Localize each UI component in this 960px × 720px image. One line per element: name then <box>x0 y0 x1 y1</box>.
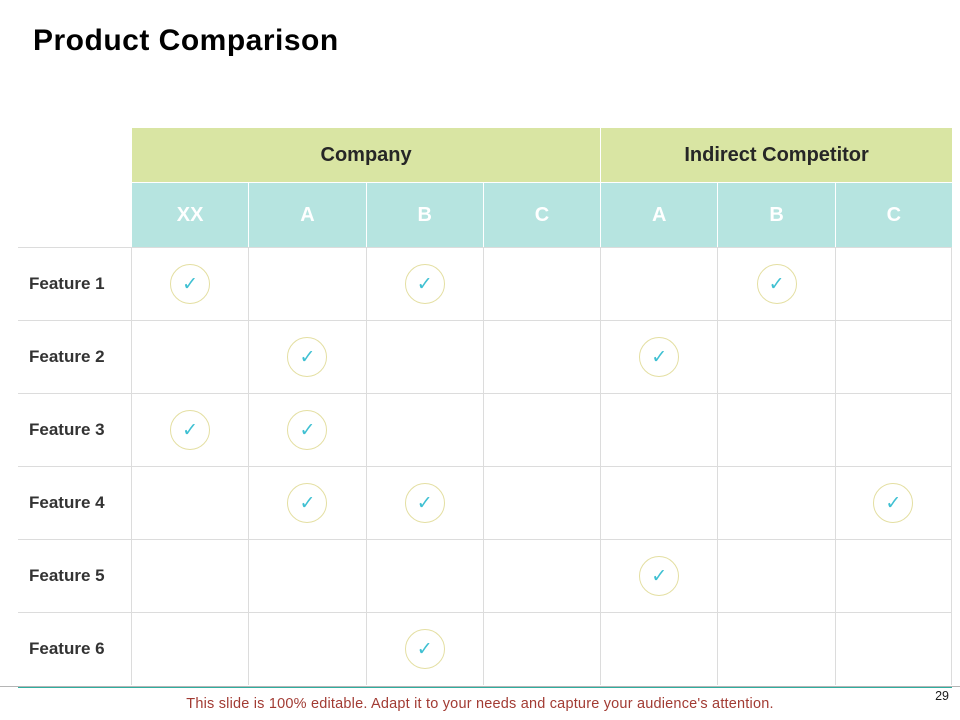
comparison-table-grid: Company Indirect Competitor XX A B C A B C Feat… <box>18 128 952 685</box>
column-header: A <box>248 182 366 247</box>
empty-cell <box>131 612 249 685</box>
table-row: Feature 5 ✓ <box>18 539 952 612</box>
group-header-company: Company <box>131 128 601 182</box>
check-icon: ✓ <box>639 337 680 377</box>
check-icon: ✓ <box>287 337 328 377</box>
check-cell: ✓ <box>365 612 483 685</box>
check-cell: ✓ <box>131 247 249 320</box>
empty-cell <box>482 539 601 612</box>
empty-cell <box>248 247 366 320</box>
check-icon: ✓ <box>170 264 211 304</box>
empty-cell <box>131 539 249 612</box>
column-header: C <box>834 182 952 247</box>
table-row: Feature 6 ✓ <box>18 612 952 685</box>
column-header: C <box>482 182 601 247</box>
table-row: Feature 4 ✓ ✓ ✓ <box>18 466 952 539</box>
check-cell: ✓ <box>834 466 952 539</box>
corner-cell <box>18 128 131 182</box>
group-header-row: Company Indirect Competitor <box>18 128 952 182</box>
check-icon: ✓ <box>287 410 328 450</box>
empty-cell <box>600 466 718 539</box>
empty-cell <box>248 612 366 685</box>
column-header: B <box>365 182 483 247</box>
row-label: Feature 1 <box>18 247 131 320</box>
page-title: Product Comparison <box>33 24 339 57</box>
check-icon: ✓ <box>404 629 445 669</box>
check-cell: ✓ <box>131 393 249 466</box>
footer-note: This slide is 100% editable. Adapt it to… <box>186 696 774 712</box>
empty-cell <box>717 393 835 466</box>
empty-cell <box>717 320 835 393</box>
table-row: Feature 2 ✓ ✓ <box>18 320 952 393</box>
empty-cell <box>600 247 718 320</box>
empty-cell <box>834 539 952 612</box>
empty-cell <box>600 393 718 466</box>
empty-cell <box>131 320 249 393</box>
table-row: Feature 3 ✓ ✓ <box>18 393 952 466</box>
row-label: Feature 4 <box>18 466 131 539</box>
table-underline <box>18 686 952 688</box>
column-header: A <box>600 182 718 247</box>
page-number: 29 <box>935 689 949 703</box>
empty-cell <box>717 612 835 685</box>
empty-cell <box>600 612 718 685</box>
empty-cell <box>482 393 601 466</box>
empty-cell <box>834 320 952 393</box>
row-label: Feature 3 <box>18 393 131 466</box>
check-cell: ✓ <box>248 466 366 539</box>
comparison-table: Company Indirect Competitor XX A B C A B C Feat… <box>18 128 952 688</box>
empty-cell <box>248 539 366 612</box>
check-cell: ✓ <box>600 539 718 612</box>
empty-cell <box>482 466 601 539</box>
check-icon: ✓ <box>756 264 797 304</box>
empty-cell <box>365 320 483 393</box>
empty-cell <box>834 247 952 320</box>
empty-cell <box>365 539 483 612</box>
empty-cell <box>365 393 483 466</box>
check-icon: ✓ <box>404 264 445 304</box>
empty-cell <box>482 612 601 685</box>
check-cell: ✓ <box>248 320 366 393</box>
empty-cell <box>717 539 835 612</box>
empty-cell <box>717 466 835 539</box>
row-label: Feature 6 <box>18 612 131 685</box>
group-header-indirect-competitor: Indirect Competitor <box>600 128 952 182</box>
check-icon: ✓ <box>639 556 680 596</box>
empty-cell <box>482 247 601 320</box>
check-cell: ✓ <box>248 393 366 466</box>
check-icon: ✓ <box>873 483 914 523</box>
empty-cell <box>834 612 952 685</box>
empty-cell <box>482 320 601 393</box>
empty-cell <box>131 466 249 539</box>
check-icon: ✓ <box>404 483 445 523</box>
check-cell: ✓ <box>600 320 718 393</box>
check-cell: ✓ <box>717 247 835 320</box>
column-header-row: XX A B C A B C <box>18 182 952 247</box>
check-cell: ✓ <box>365 247 483 320</box>
column-header: XX <box>131 182 249 247</box>
row-label: Feature 5 <box>18 539 131 612</box>
check-cell: ✓ <box>365 466 483 539</box>
column-header: B <box>717 182 835 247</box>
row-label: Feature 2 <box>18 320 131 393</box>
footer-divider <box>0 686 960 687</box>
check-icon: ✓ <box>287 483 328 523</box>
table-row: Feature 1 ✓ ✓ ✓ <box>18 247 952 320</box>
corner-cell <box>18 182 131 247</box>
empty-cell <box>834 393 952 466</box>
check-icon: ✓ <box>170 410 211 450</box>
